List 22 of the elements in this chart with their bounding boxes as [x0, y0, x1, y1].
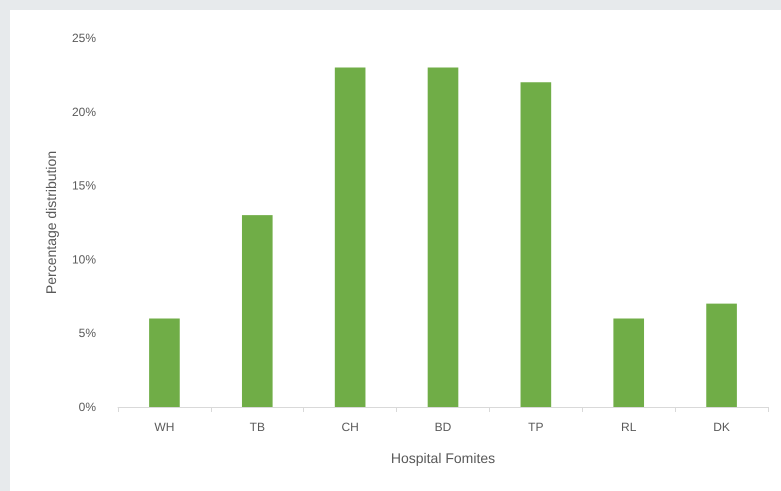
y-axis-title: Percentage distribution [43, 150, 59, 294]
bar [520, 82, 552, 407]
bar [149, 318, 180, 407]
bar [706, 304, 737, 407]
y-tick-label: 10% [72, 252, 96, 266]
x-tick-label: CH [341, 420, 359, 434]
x-tick-label: DK [713, 420, 730, 434]
y-tick-label: 0% [78, 400, 96, 414]
bar [428, 68, 458, 407]
x-tick-label: TP [528, 420, 544, 434]
y-tick-label: 25% [72, 31, 96, 45]
y-tick-label: 5% [78, 326, 96, 340]
bar [613, 318, 644, 407]
y-tick-label: 20% [72, 104, 96, 119]
x-tick-label: BD [434, 420, 452, 434]
bar [334, 68, 366, 407]
x-axis-title: Hospital Fomites [390, 450, 496, 466]
x-tick-label: RL [621, 420, 637, 434]
x-tick-label: TB [250, 420, 265, 434]
bar [242, 215, 273, 407]
y-tick-label: 15% [72, 178, 96, 193]
x-tick-label: WH [154, 420, 174, 434]
